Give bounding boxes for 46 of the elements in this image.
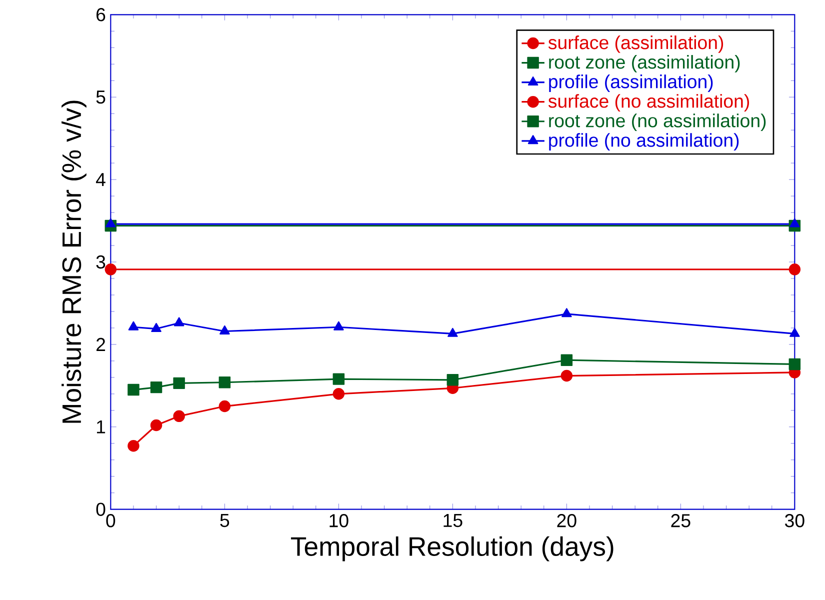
y-tick-label: 1 xyxy=(96,420,106,434)
point xyxy=(220,325,230,334)
y-tick-label: 6 xyxy=(96,8,106,22)
point xyxy=(446,374,459,386)
x-tick-label: 15 xyxy=(444,514,462,528)
point xyxy=(448,328,458,337)
point xyxy=(150,419,162,432)
x-tick-label: 30 xyxy=(785,514,804,528)
y-tick-label: 2 xyxy=(96,338,106,351)
x-tick-label: 0 xyxy=(106,514,116,528)
x-axis-title: Temporal Resolution (days) xyxy=(290,536,614,562)
point xyxy=(174,317,184,326)
point xyxy=(788,264,801,276)
x-tick-label: 20 xyxy=(557,514,576,528)
legend-label: profile (no assimilation) xyxy=(549,133,739,151)
point xyxy=(560,370,573,382)
point xyxy=(560,354,573,366)
point xyxy=(334,321,344,330)
point xyxy=(218,376,231,388)
y-tick-label: 3 xyxy=(96,255,106,269)
x-tick-label: 25 xyxy=(671,514,690,528)
point xyxy=(790,328,800,337)
y-axis-title: Moisture RMS Error (% v/v) xyxy=(62,100,86,423)
point xyxy=(128,440,140,452)
legend-label: surface (assimilation) xyxy=(548,36,724,53)
legend-label: surface (no assimilation) xyxy=(548,94,749,112)
x-tick-label: 5 xyxy=(220,514,230,528)
legend-label: profile (assimilation) xyxy=(549,74,713,92)
point xyxy=(128,321,139,330)
point xyxy=(173,377,185,390)
legend-label: root zone (no assimilation) xyxy=(549,114,766,132)
y-tick-label: 4 xyxy=(96,173,106,186)
point xyxy=(788,358,801,370)
y-tick-label: 0 xyxy=(96,502,106,516)
y-tick-label: 5 xyxy=(96,90,106,104)
point xyxy=(151,322,162,332)
point xyxy=(128,384,140,396)
x-tick-label: 10 xyxy=(330,514,348,528)
point xyxy=(173,410,185,422)
point xyxy=(332,388,345,400)
point xyxy=(150,381,162,394)
point xyxy=(562,308,572,318)
point xyxy=(332,373,345,385)
point xyxy=(104,264,117,276)
legend-label: root zone (assimilation) xyxy=(549,55,740,72)
point xyxy=(218,400,231,412)
